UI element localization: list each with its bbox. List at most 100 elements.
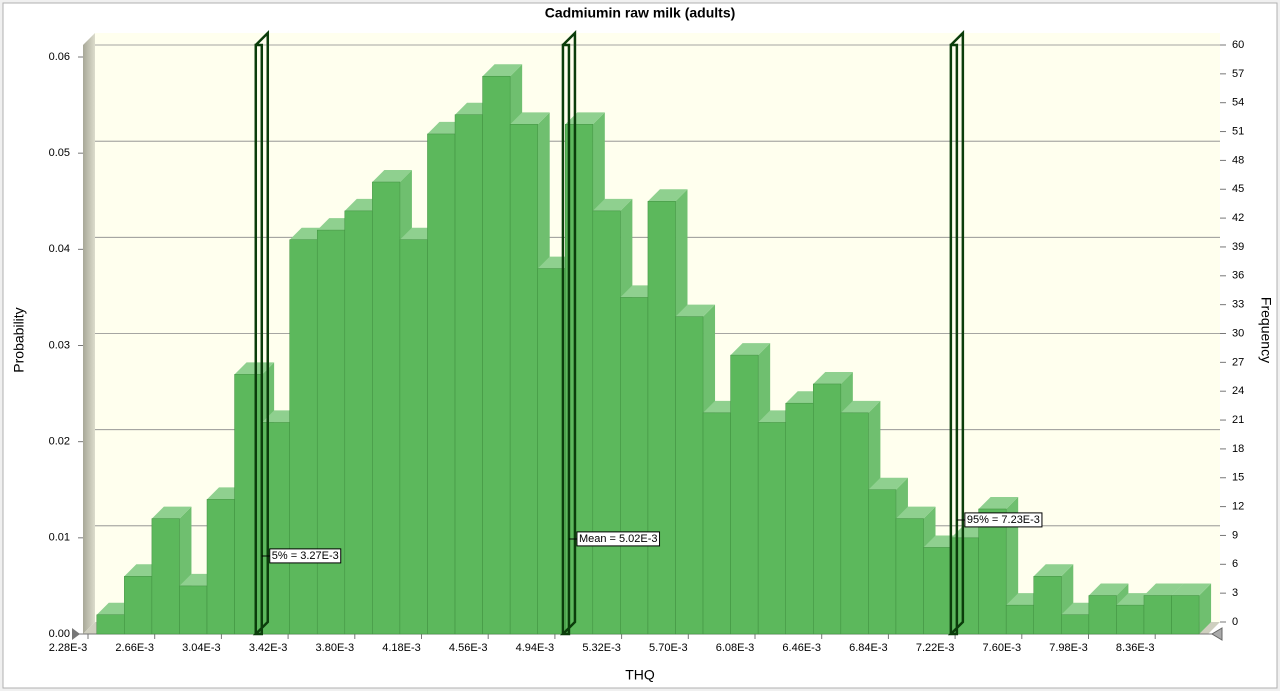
- bar: [454, 114, 483, 635]
- bar-top: [730, 343, 771, 356]
- bar: [537, 268, 566, 635]
- bar: [702, 412, 731, 635]
- bar: [372, 181, 401, 635]
- y2-tick-label: 42: [1232, 212, 1244, 224]
- x-tick-label: 2.28E-3: [49, 642, 88, 654]
- bar: [840, 412, 869, 635]
- x-tick-label: 3.80E-3: [316, 642, 355, 654]
- bar: [344, 210, 373, 635]
- bar-side: [1199, 583, 1212, 634]
- bar-top: [592, 198, 633, 211]
- bar: [234, 374, 263, 635]
- x-tick-label: 4.18E-3: [382, 642, 421, 654]
- bar: [868, 489, 897, 635]
- axis-arrow: [1211, 627, 1223, 641]
- bar-top: [510, 112, 550, 125]
- bar: [785, 402, 814, 635]
- x-tick-label: 4.56E-3: [449, 642, 488, 654]
- y-tick-label: 0.04: [49, 243, 70, 255]
- bar: [1116, 604, 1145, 635]
- bar: [1061, 614, 1090, 635]
- y-tick-label: 0.02: [49, 436, 70, 448]
- x-axis-label: THQ: [625, 667, 655, 683]
- y2-tick-label: 60: [1232, 39, 1244, 51]
- bar: [316, 229, 346, 635]
- bar-top: [647, 189, 688, 202]
- percentile-marker: [947, 29, 965, 636]
- y2-tick-label: 15: [1232, 472, 1244, 484]
- y2-tick-label: 18: [1232, 443, 1244, 455]
- y-axis-label: Probability: [11, 307, 27, 372]
- bar-top: [1171, 583, 1212, 596]
- bar: [206, 499, 235, 635]
- bar-top: [234, 362, 275, 375]
- x-tick-label: 6.84E-3: [849, 642, 888, 654]
- y2-tick-label: 45: [1232, 183, 1244, 195]
- marker-label-box: [269, 548, 342, 564]
- bar: [675, 316, 704, 635]
- bar: [1088, 595, 1117, 635]
- x-tick-label: 7.98E-3: [1049, 642, 1088, 654]
- x-tick-label: 3.04E-3: [182, 642, 221, 654]
- bar: [978, 508, 1007, 635]
- y2-tick-label: 39: [1232, 241, 1244, 253]
- marker-label-box: [576, 531, 661, 547]
- bar-top: [868, 477, 908, 490]
- x-tick-label: 6.08E-3: [716, 642, 755, 654]
- bar: [96, 614, 125, 635]
- bar-top: [1143, 583, 1184, 596]
- bar-top: [675, 304, 716, 317]
- bar: [950, 537, 979, 635]
- bar: [427, 133, 456, 635]
- bar-top: [840, 400, 881, 413]
- y2-tick-label: 9: [1232, 529, 1238, 541]
- bar: [923, 547, 952, 635]
- bar: [1005, 604, 1034, 635]
- x-tick-label: 5.70E-3: [649, 642, 688, 654]
- marker-label-box: [964, 512, 1043, 528]
- y2-tick-label: 24: [1232, 385, 1244, 397]
- x-tick-label: 4.94E-3: [516, 642, 555, 654]
- bar: [813, 383, 842, 635]
- bar-top: [813, 371, 853, 384]
- bar-top: [482, 64, 523, 77]
- y-tick-label: 0.06: [49, 51, 70, 63]
- bar: [261, 422, 290, 635]
- bar: [1033, 576, 1062, 635]
- bar: [179, 585, 208, 635]
- bar: [1171, 595, 1200, 635]
- bar: [289, 239, 318, 635]
- bar-top: [895, 506, 936, 519]
- x-tick-label: 7.60E-3: [983, 642, 1022, 654]
- bar: [592, 210, 621, 635]
- y-tick-label: 0.01: [49, 532, 70, 544]
- bar: [895, 518, 924, 635]
- y-tick-label: 0.03: [49, 339, 70, 351]
- marker-label: Mean = 5.02E-3: [579, 533, 658, 545]
- bar-top: [978, 496, 1019, 509]
- y2-axis-label: Frequency: [1258, 297, 1274, 363]
- x-tick-label: 6.46E-3: [782, 642, 821, 654]
- y2-tick-label: 0: [1232, 616, 1238, 628]
- marker-label: 95% = 7.23E-3: [967, 514, 1040, 526]
- y2-tick-label: 6: [1232, 558, 1238, 570]
- marker-label: 5% = 3.27E-3: [272, 550, 339, 562]
- y2-tick-label: 21: [1232, 414, 1244, 426]
- bar-top: [372, 170, 412, 183]
- bar-top: [1088, 583, 1129, 596]
- y-tick-label: 0.00: [49, 628, 70, 640]
- x-tick-label: 3.42E-3: [249, 642, 288, 654]
- x-tick-label: 7.22E-3: [916, 642, 955, 654]
- bar-top: [151, 506, 192, 519]
- x-tick-label: 2.66E-3: [115, 642, 154, 654]
- y2-tick-label: 48: [1232, 154, 1244, 166]
- bar: [620, 297, 649, 635]
- percentile-marker: [252, 29, 270, 636]
- plot-side-wall: [83, 33, 95, 634]
- y2-tick-label: 36: [1232, 270, 1244, 282]
- bar: [124, 576, 153, 635]
- bar: [647, 201, 676, 635]
- bar: [151, 518, 180, 635]
- bar: [757, 422, 786, 635]
